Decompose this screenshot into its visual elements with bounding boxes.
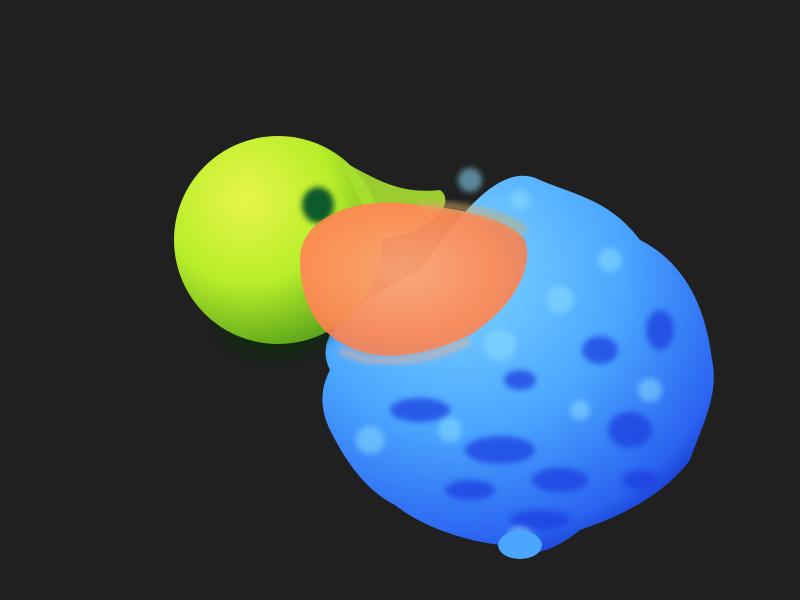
membrane [300, 200, 529, 365]
